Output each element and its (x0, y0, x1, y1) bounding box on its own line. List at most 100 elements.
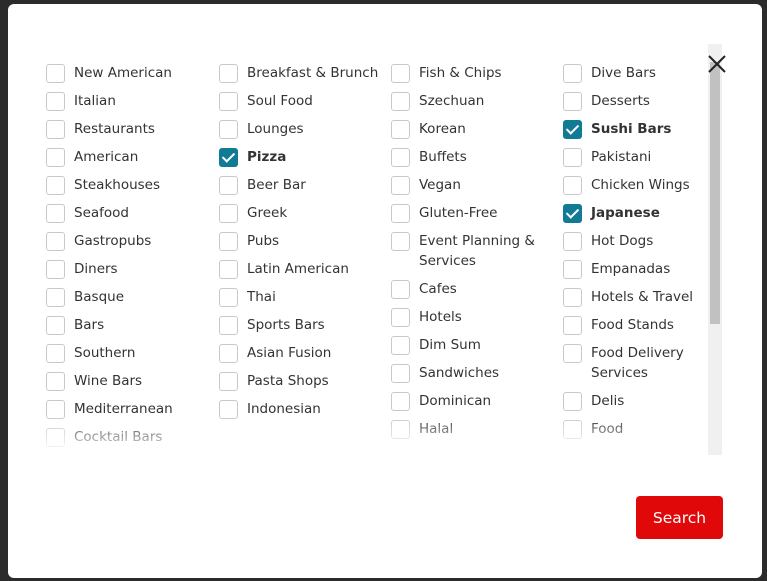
category-option[interactable]: Buffets (391, 148, 561, 167)
category-option[interactable]: Gluten-Free (391, 204, 561, 223)
checkbox[interactable] (219, 316, 238, 335)
category-option[interactable]: Seafood (46, 204, 216, 223)
checkbox[interactable] (219, 64, 238, 83)
category-option[interactable]: Event Planning & Services (391, 232, 561, 271)
checkbox[interactable] (46, 316, 65, 335)
category-option[interactable]: Sports Bars (219, 316, 389, 335)
category-option[interactable]: Beer Bar (219, 176, 389, 195)
category-option[interactable]: Steakhouses (46, 176, 216, 195)
category-option[interactable]: Breakfast & Brunch (219, 64, 389, 83)
checkbox[interactable] (219, 288, 238, 307)
category-option[interactable]: Gastropubs (46, 232, 216, 251)
checkbox[interactable] (219, 204, 238, 223)
category-option[interactable]: Lounges (219, 120, 389, 139)
checkbox[interactable] (219, 92, 238, 111)
checkbox[interactable] (391, 280, 410, 299)
category-option[interactable]: Latin American (219, 260, 389, 279)
category-option[interactable]: Restaurants (46, 120, 216, 139)
category-option[interactable]: Dim Sum (391, 336, 561, 355)
checkbox-checked[interactable] (563, 120, 582, 139)
category-option[interactable]: Food Delivery Services (563, 344, 706, 383)
checkbox[interactable] (219, 232, 238, 251)
category-option[interactable]: Dominican (391, 392, 561, 411)
checkbox[interactable] (563, 148, 582, 167)
checkbox[interactable] (391, 308, 410, 327)
checkbox[interactable] (219, 400, 238, 419)
close-icon[interactable] (706, 53, 728, 75)
category-option[interactable]: Pasta Shops (219, 372, 389, 391)
category-option[interactable]: Hot Dogs (563, 232, 706, 251)
checkbox[interactable] (219, 344, 238, 363)
category-option[interactable]: Asian Fusion (219, 344, 389, 363)
category-option[interactable]: Dive Bars (563, 64, 706, 83)
category-option[interactable]: Szechuan (391, 92, 561, 111)
checkbox[interactable] (391, 232, 410, 251)
checkbox[interactable] (46, 148, 65, 167)
checkbox-checked[interactable] (219, 148, 238, 167)
category-option[interactable]: Indonesian (219, 400, 389, 419)
checkbox[interactable] (563, 316, 582, 335)
category-option[interactable]: Soul Food (219, 92, 389, 111)
category-option[interactable]: Italian (46, 92, 216, 111)
category-option[interactable]: Hotels & Travel (563, 288, 706, 307)
category-option[interactable]: Hotels (391, 308, 561, 327)
checkbox[interactable] (563, 92, 582, 111)
category-option[interactable]: Halal (391, 420, 561, 439)
checkbox[interactable] (219, 120, 238, 139)
category-option[interactable]: Cafes (391, 280, 561, 299)
checkbox[interactable] (46, 428, 65, 447)
checkbox[interactable] (46, 120, 65, 139)
category-option[interactable]: Greek (219, 204, 389, 223)
checkbox[interactable] (46, 232, 65, 251)
checkbox[interactable] (563, 288, 582, 307)
category-option[interactable]: Chicken Wings (563, 176, 706, 195)
category-option[interactable]: Pizza (219, 148, 389, 167)
category-option[interactable]: American (46, 148, 216, 167)
category-option[interactable]: Delis (563, 392, 706, 411)
category-option[interactable]: Korean (391, 120, 561, 139)
category-option[interactable]: Thai (219, 288, 389, 307)
checkbox[interactable] (391, 336, 410, 355)
checkbox[interactable] (391, 364, 410, 383)
checkbox[interactable] (219, 372, 238, 391)
search-button[interactable]: Search (636, 496, 723, 539)
checkbox[interactable] (46, 176, 65, 195)
category-option[interactable]: Japanese (563, 204, 706, 223)
checkbox[interactable] (46, 400, 65, 419)
checkbox[interactable] (563, 260, 582, 279)
checkbox[interactable] (46, 372, 65, 391)
checkbox[interactable] (219, 176, 238, 195)
checkbox[interactable] (46, 204, 65, 223)
checkbox[interactable] (219, 260, 238, 279)
category-option[interactable]: Basque (46, 288, 216, 307)
checkbox[interactable] (391, 392, 410, 411)
checkbox[interactable] (391, 64, 410, 83)
category-option[interactable]: Sandwiches (391, 364, 561, 383)
category-option[interactable]: Desserts (563, 92, 706, 111)
category-option[interactable]: Food (563, 420, 706, 439)
category-option[interactable]: Vegan (391, 176, 561, 195)
scrollbar[interactable] (708, 44, 722, 455)
checkbox[interactable] (563, 344, 582, 363)
category-option[interactable]: Mediterranean (46, 400, 216, 419)
checkbox[interactable] (391, 120, 410, 139)
checkbox[interactable] (46, 92, 65, 111)
checkbox[interactable] (46, 64, 65, 83)
category-option[interactable]: New American (46, 64, 216, 83)
checkbox[interactable] (563, 232, 582, 251)
checkbox[interactable] (563, 420, 582, 439)
checkbox[interactable] (46, 344, 65, 363)
category-option[interactable]: Food Stands (563, 316, 706, 335)
category-option[interactable]: Empanadas (563, 260, 706, 279)
checkbox[interactable] (46, 260, 65, 279)
checkbox[interactable] (46, 288, 65, 307)
category-option[interactable]: Cocktail Bars (46, 428, 216, 447)
checkbox[interactable] (391, 148, 410, 167)
scrollbar-thumb[interactable] (710, 62, 720, 324)
category-option[interactable]: Southern (46, 344, 216, 363)
checkbox[interactable] (391, 420, 410, 439)
category-option[interactable]: Wine Bars (46, 372, 216, 391)
category-option[interactable]: Fish & Chips (391, 64, 561, 83)
checkbox-checked[interactable] (563, 204, 582, 223)
checkbox[interactable] (391, 204, 410, 223)
